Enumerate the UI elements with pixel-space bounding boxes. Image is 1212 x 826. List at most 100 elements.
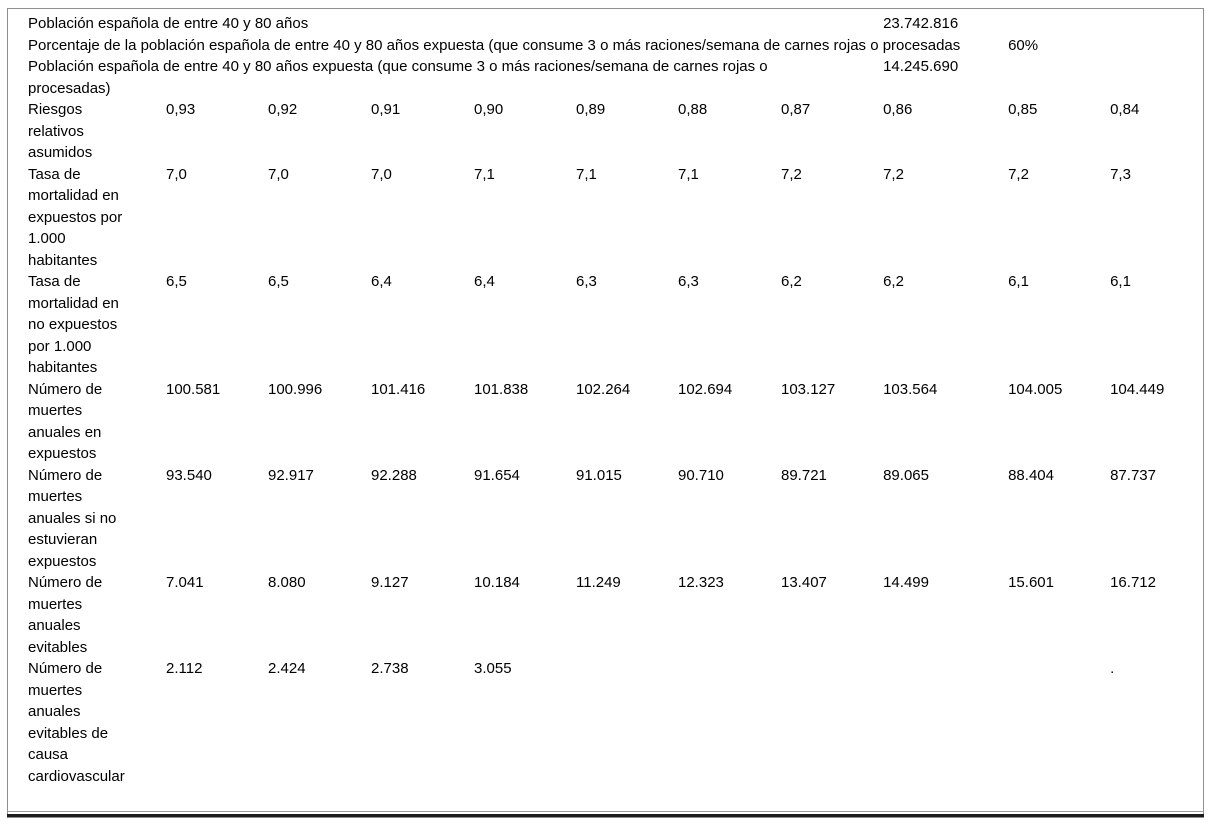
cell-value: 89.065: [883, 466, 929, 484]
cell-value: 13.407: [781, 574, 827, 591]
cell-value: [678, 658, 781, 787]
cell-empty: [1008, 13, 1110, 35]
cell-value: 0,86: [883, 101, 913, 118]
cell-value: 90.710: [678, 466, 724, 484]
cell-value: [576, 658, 678, 787]
cell-value: 6,5: [166, 273, 187, 290]
cell-value: 0,91: [371, 101, 401, 118]
cell-value: 15.601: [1008, 574, 1054, 591]
cell-empty: [1110, 13, 1204, 35]
table-row: Población española de entre 40 y 80 años…: [28, 13, 1204, 35]
cell-value: 0,84: [1110, 101, 1140, 118]
cell-value: 104.005: [1008, 380, 1063, 398]
cell-value: 7.041: [166, 574, 204, 591]
cell-value: 0,92: [268, 101, 298, 118]
cell-value: 87.737: [1110, 466, 1156, 484]
cell-value: 9.127: [371, 574, 409, 591]
row-label: Número de muertes anuales en expuestos: [28, 380, 103, 463]
cell-value: 0,87: [781, 101, 811, 118]
cell-value: 103.564: [883, 380, 938, 398]
cell-value: 2.112: [166, 660, 203, 677]
cell-value: 102.694: [678, 380, 733, 398]
cell-value: 0,89: [576, 101, 606, 118]
cell-value: 7,2: [883, 165, 904, 183]
row-label: Número de muertes anuales evitables: [28, 574, 103, 656]
row-label: Población española de entre 40 y 80 años…: [28, 58, 768, 97]
row-label: Número de muertes anuales evitables de c…: [28, 660, 125, 785]
cell-value: 8.080: [268, 574, 306, 591]
table-row: Número de muertes anuales evitables de c…: [28, 658, 1204, 787]
table-row: Número de muertes anuales evitables 7.04…: [28, 572, 1204, 658]
cell-value: 6,1: [1110, 273, 1131, 290]
cell-value: 7,0: [268, 165, 289, 183]
cell-value: 7,1: [576, 165, 597, 183]
table-row: Número de muertes anuales en expuestos 1…: [28, 379, 1204, 465]
cell-value: 92.917: [268, 466, 314, 484]
row-label: Tasa de mortalidad en expuestos por 1.00…: [28, 165, 123, 269]
cell-value: 6,5: [268, 273, 289, 290]
cell-value: 6,2: [781, 273, 802, 290]
cell-empty: [1110, 35, 1204, 57]
cell-value: 0,85: [1008, 101, 1038, 118]
cell-value: 102.264: [576, 380, 631, 398]
cell-value: 101.416: [371, 380, 426, 398]
cell-value: 91.015: [576, 466, 622, 484]
cell-value: [883, 658, 1008, 787]
cell-value: 91.654: [474, 466, 520, 484]
cell-value: 6,4: [474, 273, 495, 290]
cell-value: 6,1: [1008, 273, 1029, 290]
cell-value: 7,0: [371, 165, 392, 183]
cell-value: 7,0: [166, 165, 187, 183]
cell-value: 0,93: [166, 101, 196, 118]
cell-value: 2.738: [371, 660, 409, 677]
document-page: Población española de entre 40 y 80 años…: [7, 8, 1204, 818]
cell-value: 0,88: [678, 101, 708, 118]
cell-value: 23.742.816: [883, 15, 959, 32]
table-bottom-thin-rule: [7, 811, 1204, 812]
cell-value: 6,2: [883, 273, 904, 290]
cell-value: 7,1: [678, 165, 699, 183]
cell-empty: [1008, 56, 1204, 99]
cell-value: 0,90: [474, 101, 504, 118]
row-label: Población española de entre 40 y 80 años: [28, 15, 309, 32]
results-table: Población española de entre 40 y 80 años…: [28, 13, 1204, 787]
cell-value: 88.404: [1008, 466, 1054, 484]
table-row: Riesgos relativos asumidos 0,93 0,92 0,9…: [28, 99, 1204, 164]
table-row: Tasa de mortalidad en expuestos por 1.00…: [28, 164, 1204, 272]
cell-value: 14.499: [883, 574, 929, 591]
cell-value: 11.249: [576, 574, 621, 591]
table-row: Porcentaje de la población española de e…: [28, 35, 1204, 57]
cell-value: 6,3: [576, 273, 597, 290]
table-row: Población española de entre 40 y 80 años…: [28, 56, 1204, 99]
cell-value: 6,4: [371, 273, 392, 290]
row-label: Riesgos relativos asumidos: [28, 101, 93, 161]
row-label: Número de muertes anuales si no estuvier…: [28, 466, 117, 570]
cell-value: 93.540: [166, 466, 212, 484]
table-row: Tasa de mortalidad en no expuestos por 1…: [28, 271, 1204, 379]
cell-value: 60%: [1008, 36, 1039, 54]
cell-value: 7,3: [1110, 165, 1131, 183]
cell-value: 92.288: [371, 466, 417, 484]
cell-value: 3.055: [474, 660, 512, 677]
cell-value: 14.245.690: [883, 58, 959, 75]
cell-value: [1008, 658, 1110, 787]
cell-value: 7,2: [781, 165, 802, 183]
cell-value: 16.712: [1110, 574, 1156, 591]
cell-value: 12.323: [678, 574, 724, 591]
cell-value: 10.184: [474, 574, 520, 591]
cell-value: 100.581: [166, 380, 221, 398]
row-label: Porcentaje de la población española de e…: [28, 36, 961, 54]
cell-value: 104.449: [1110, 380, 1165, 398]
cell-value: 2.424: [268, 660, 306, 677]
row-label: Tasa de mortalidad en no expuestos por 1…: [28, 273, 119, 376]
cell-value: 7,2: [1008, 165, 1029, 183]
cell-value: 103.127: [781, 380, 836, 398]
cell-value: 101.838: [474, 380, 529, 398]
cell-value: 6,3: [678, 273, 699, 290]
cell-value: .: [1110, 660, 1115, 677]
cell-value: 100.996: [268, 380, 323, 398]
cell-value: 7,1: [474, 165, 495, 183]
cell-value: [781, 658, 883, 787]
cell-value: 89.721: [781, 466, 827, 484]
table-bottom-thick-rule: [7, 814, 1204, 817]
